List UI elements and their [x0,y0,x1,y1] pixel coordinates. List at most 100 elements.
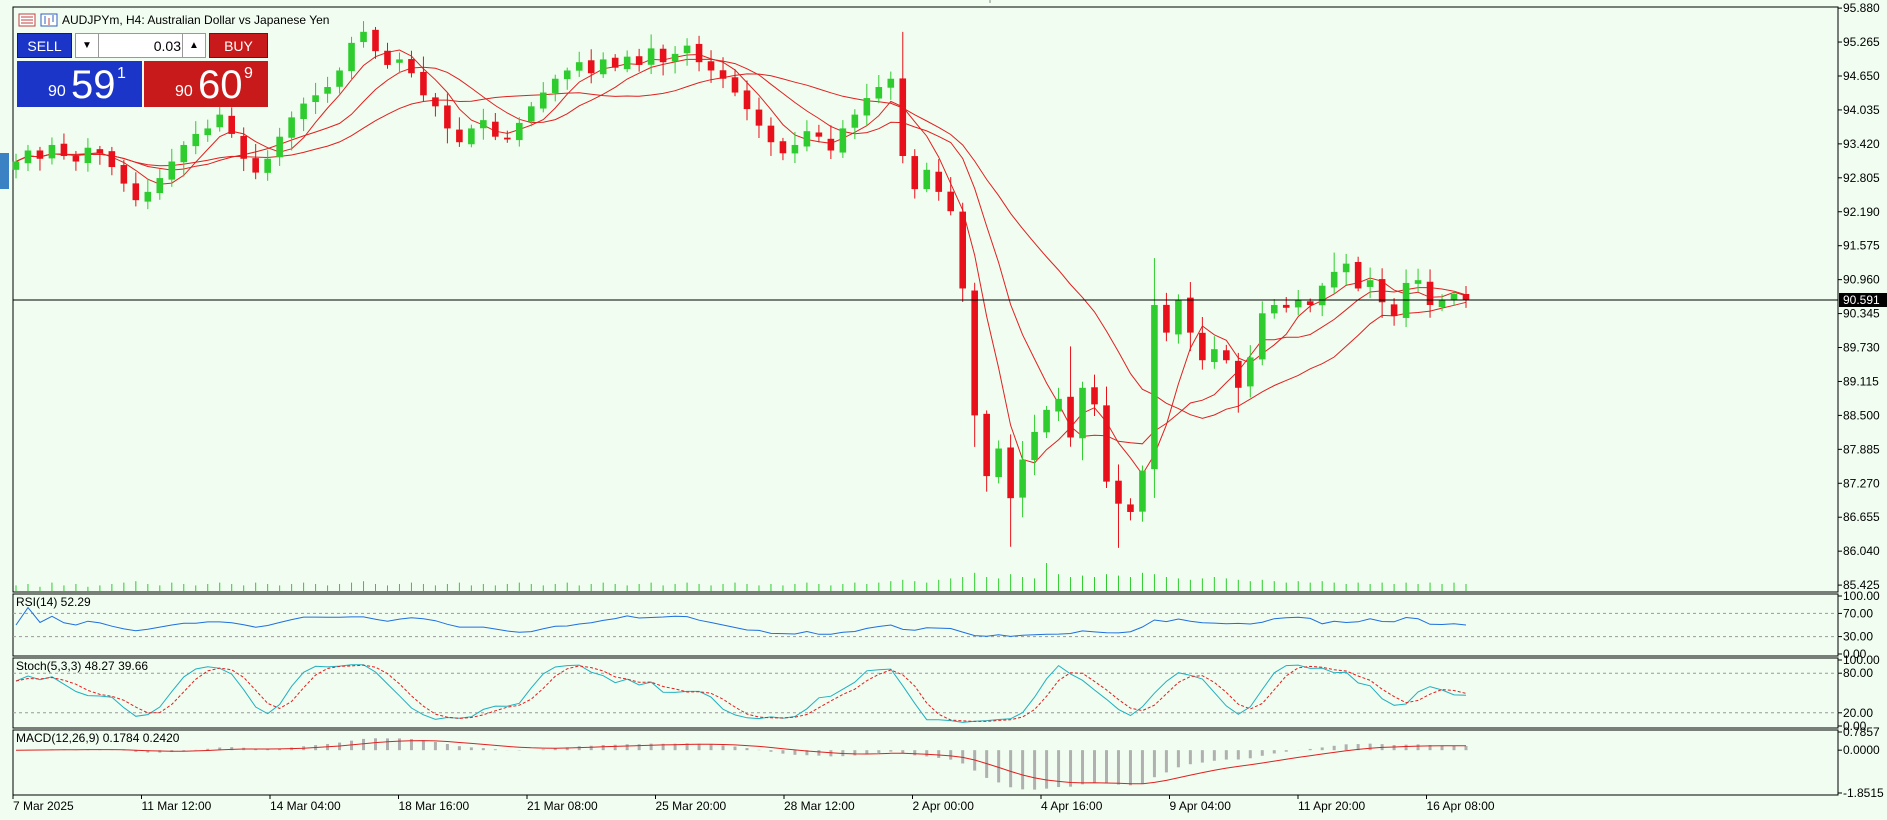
candle-body [12,161,20,170]
candle [599,52,607,78]
candle [84,138,92,172]
candle-body [156,178,164,194]
time-tick-label: 21 Mar 08:00 [527,799,598,813]
time-tick-label: 4 Apr 16:00 [1041,799,1103,813]
candle-body [1199,332,1206,361]
candle-body [1079,387,1086,439]
candle [995,440,1002,484]
candle [875,75,883,104]
candle [96,145,104,165]
decrease-lot-icon[interactable]: ▼ [76,34,99,57]
left-edge-tab[interactable] [0,153,9,189]
price-tick-label: 89.115 [1843,374,1879,388]
candlesticks[interactable] [12,21,1470,548]
candle [1378,268,1386,318]
price-tick-label: 92.190 [1843,205,1880,219]
time-tick-label: 18 Mar 16:00 [399,799,470,813]
candle-body [1426,281,1434,306]
candle-body [767,125,775,143]
candle [336,67,343,94]
sub-tick-label: 0.00 [1843,719,1867,733]
one-click-trading-panel: SELL ▼ 0.03 ▲ BUY 90 59 1 90 60 9 [17,33,268,107]
sub-tick-label: 80.00 [1843,666,1873,680]
candle [1306,298,1314,313]
current-price-box [1839,292,1887,307]
candle-body [228,115,235,134]
rsi-line [15,606,1467,637]
candle [1019,441,1026,518]
macd-signal-line [15,740,1466,785]
panel-frame [12,657,1839,729]
candle [1127,498,1134,521]
candle-body [647,48,655,65]
candle [911,149,919,199]
candle-body [1151,305,1158,470]
candle [947,177,955,216]
candle [647,34,655,75]
candle [1390,298,1398,326]
candle-body [587,60,595,74]
candle [539,82,547,113]
candle-body [336,70,343,87]
candle [180,141,188,177]
candle-body [396,59,403,63]
buy-price-button[interactable]: 90 60 9 [144,61,268,107]
candle-body [288,117,295,138]
candle [252,144,259,180]
candle [731,69,739,97]
candle [480,108,487,140]
candle [791,131,799,163]
candle [1007,434,1014,547]
candle-body [132,183,140,201]
candle [1258,301,1266,366]
buy-button[interactable]: BUY [209,33,268,58]
candle-body [839,128,847,153]
one-click-trading-icon[interactable] [18,13,36,27]
candle-body [1055,398,1062,412]
candle [408,50,415,78]
candle-body [971,290,978,416]
candle-body [312,95,319,102]
lot-size-stepper[interactable]: ▼ 0.03 ▲ [75,33,206,58]
time-axis: 7 Mar 2025 11 Mar 12:00 14 Mar 04:00 18 Mar… [12,795,1495,813]
panel-frame [12,593,1839,657]
chart-icon[interactable] [40,13,58,27]
lot-size-value[interactable]: 0.03 [153,37,181,54]
price-axis: 95.880 95.265 94.650 94.035 93.420 92.805 92.1… [13,1,1887,592]
candle [779,137,787,161]
candle [384,42,391,69]
sell-button[interactable]: SELL [17,33,72,58]
candle-body [911,156,919,190]
price-tick-label: 87.270 [1843,476,1880,490]
macd-label: MACD(12,26,9) 0.1784 0.2420 [16,731,180,745]
candle-body [779,141,787,154]
candle-body [48,144,56,159]
sell-price-button[interactable]: 90 59 1 [17,61,142,107]
candle [348,36,355,80]
candle-body [1139,470,1146,512]
price-tick-label: 87.885 [1843,442,1880,456]
candle [743,80,751,121]
candle [168,148,176,187]
candle [1139,465,1146,522]
price-tick-label: 90.345 [1843,307,1880,321]
sub-tick-label: 100.00 [1843,653,1880,667]
candle [24,144,32,172]
candle [1223,344,1230,364]
sub-tick-label: 0.00 [1843,647,1867,661]
candle [216,104,224,132]
candle [432,93,439,117]
candle [659,44,667,76]
candle [1199,317,1206,370]
candle-body [923,169,931,190]
candle-body [144,191,152,202]
increase-lot-icon[interactable]: ▲ [182,34,205,57]
candle-body [1438,299,1446,308]
candle [839,120,847,158]
panel-frame [12,729,1839,796]
candle [516,117,523,147]
candle-body [791,144,799,154]
candle [971,282,978,447]
buy-price-big: 60 [198,63,243,107]
